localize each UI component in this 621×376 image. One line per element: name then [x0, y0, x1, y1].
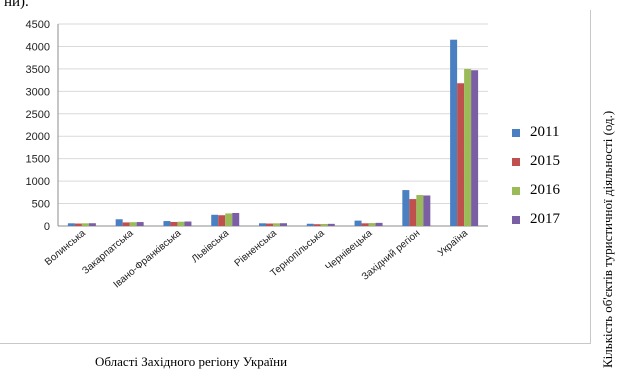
chart-frame: [0, 10, 591, 344]
legend-item-2017: 2017: [512, 205, 560, 234]
bar-2011-3: [211, 214, 219, 226]
legend-label: 2017: [530, 211, 560, 227]
bar-2017-4: [280, 223, 287, 226]
y-tick-label: 1500: [26, 154, 50, 166]
x-tick-label: Рівненська: [233, 228, 280, 270]
legend-swatch: [512, 215, 520, 224]
bar-2011-4: [259, 223, 266, 226]
bar-2011-7: [402, 190, 410, 226]
bar-2016-3: [225, 213, 233, 226]
bar-2016-0: [81, 223, 89, 226]
bar-2016-2: [177, 221, 185, 226]
legend-label: 2016: [530, 182, 560, 198]
bar-2011-0: [67, 223, 75, 226]
bar-2017-5: [327, 223, 335, 226]
bar-2016-7: [416, 195, 424, 226]
x-tick-label: Львівська: [190, 228, 232, 266]
bar-2011-6: [354, 220, 362, 226]
y-tick-label: 500: [32, 199, 50, 211]
legend-item-2016: 2016: [512, 176, 560, 205]
x-tick-label: Чернівецька: [323, 228, 374, 274]
bar-2017-3: [232, 212, 240, 226]
legend-swatch: [512, 128, 520, 137]
legend-swatch: [512, 157, 520, 166]
bar-2015-2: [170, 221, 178, 226]
bar-2016-8: [464, 68, 472, 226]
bar-2011-8: [450, 39, 458, 226]
x-tick-label: Україна: [436, 228, 470, 259]
legend-item-2011: 2011: [512, 118, 560, 147]
bar-2017-2: [184, 221, 192, 226]
bar-2017-8: [471, 70, 479, 226]
page-top-fragment: ни).: [4, 0, 29, 10]
legend-item-2015: 2015: [512, 147, 560, 176]
bar-2015-4: [266, 223, 273, 226]
y-tick-label: 2000: [26, 131, 50, 143]
bars: [67, 39, 479, 227]
bar-2015-6: [361, 223, 369, 226]
bar-2011-1: [115, 219, 123, 226]
bar-2017-1: [136, 222, 144, 226]
y-tick-label: 3500: [26, 64, 50, 76]
y-tick-label: 4000: [26, 41, 50, 53]
y-tick-label: 3000: [26, 86, 50, 98]
bar-2011-5: [306, 223, 314, 226]
bar-2015-0: [74, 223, 82, 226]
tick-labels: 0 500 1000 1500 2000 2500 3000 3500 4000 4500 Воли…: [26, 19, 471, 291]
legend-label: 2015: [530, 153, 560, 169]
y-tick-label: 1000: [26, 176, 50, 188]
bar-2017-6: [375, 222, 383, 226]
y-tick-label: 4500: [26, 19, 50, 31]
y-tick-label: 2500: [26, 109, 50, 121]
bar-2015-5: [313, 224, 321, 226]
bar-2016-5: [320, 223, 328, 226]
bar-2011-2: [163, 221, 171, 226]
bar-2015-1: [122, 222, 130, 226]
y-tick-label: 0: [44, 221, 50, 233]
bar-2016-6: [368, 223, 376, 226]
bar-2017-0: [88, 223, 96, 226]
bar-2016-1: [129, 222, 137, 226]
y-axis-title: Кількість об'єктів туристичної діяльност…: [600, 110, 615, 368]
legend-label: 2011: [530, 124, 560, 140]
bar-2015-7: [409, 199, 417, 226]
x-tick-label: Волинська: [43, 228, 88, 268]
bar-2015-8: [457, 83, 465, 227]
bar-2015-3: [218, 215, 226, 226]
x-axis-title: Області Західного регіону України: [95, 354, 288, 369]
bar-2016-4: [273, 223, 280, 226]
bar-2017-7: [423, 195, 431, 226]
legend: 2011 2015 2016 2017: [512, 118, 560, 234]
legend-swatch: [512, 186, 520, 195]
